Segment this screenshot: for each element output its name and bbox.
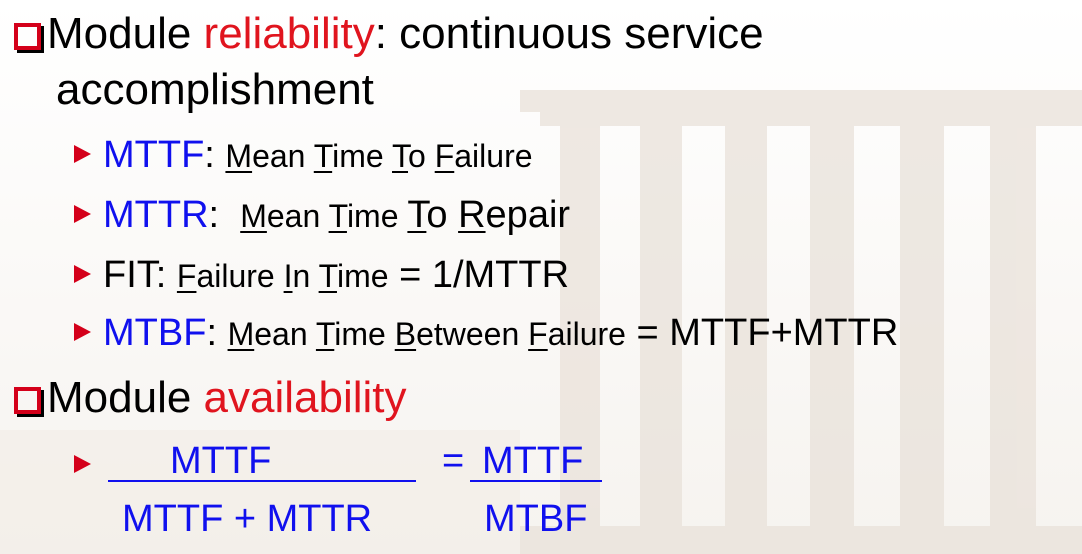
checkbox-bullet-icon	[14, 387, 41, 414]
sub-definition: Mean Time To Repair	[240, 194, 570, 236]
sub-item-fit: FIT: Failure In Time = 1/MTTR	[74, 256, 569, 294]
arrow-bullet-icon	[74, 265, 91, 283]
def-rest: etween	[416, 316, 529, 352]
def-initial: T	[392, 138, 409, 174]
formula-numerator-1: MTTF	[170, 440, 272, 482]
sub-term: MTTR	[103, 194, 209, 236]
def-rest: epair	[485, 194, 571, 236]
sub-item-mttf: MTTF: Mean Time To Failure	[74, 136, 533, 174]
sub-definition: Mean Time Between Failure	[228, 316, 626, 352]
def-initial: F	[434, 138, 455, 174]
arrow-bullet-icon	[74, 455, 91, 473]
formula-denominator-1: MTTF + MTTR	[122, 498, 373, 540]
def-rest: n	[292, 258, 319, 294]
formula-equals: =	[442, 440, 465, 482]
def-initial: T	[318, 258, 337, 294]
def-initial: F	[528, 316, 548, 352]
checkbox-bullet-icon	[14, 23, 41, 50]
reliability-term: reliability	[203, 9, 375, 58]
def-rest: ime	[346, 198, 408, 234]
def-initial: T	[328, 198, 347, 234]
bullet-pre-text: Module	[47, 373, 204, 422]
def-initial: T	[315, 316, 335, 352]
sub-term: MTTF	[103, 134, 205, 176]
def-rest: ailure	[547, 316, 626, 352]
def-initial: T	[407, 194, 427, 236]
arrow-bullet-icon	[74, 205, 91, 223]
formula-numerator-2: MTTF	[482, 440, 584, 482]
def-rest: ime	[334, 316, 395, 352]
sub-colon: :	[208, 194, 241, 236]
fraction-bar-2	[470, 480, 602, 482]
def-rest: ailure	[196, 258, 284, 294]
def-rest: ean	[252, 138, 314, 174]
sub-item-mtbf: MTBF: Mean Time Between Failure = MTTF+M…	[74, 314, 898, 352]
bullet-availability: Module availability	[14, 376, 407, 420]
bullet-continuation: accomplishment	[56, 65, 374, 114]
def-rest: o	[408, 138, 435, 174]
def-initial: M	[225, 138, 253, 174]
sub-colon: :	[155, 254, 177, 296]
def-rest: ean	[266, 198, 329, 234]
arrow-bullet-icon	[74, 323, 91, 341]
sub-suffix: = 1/MTTR	[388, 254, 570, 296]
sub-term: FIT	[103, 254, 156, 296]
def-initial: I	[283, 258, 293, 294]
sub-definition: Mean Time To Failure	[225, 138, 532, 174]
sub-colon: :	[204, 134, 226, 176]
def-initial: M	[240, 198, 267, 234]
def-rest: ime	[332, 138, 393, 174]
fraction-bar-1	[108, 480, 416, 482]
def-initial: T	[313, 138, 333, 174]
sub-term: MTBF	[103, 312, 207, 354]
def-rest: ean	[254, 316, 316, 352]
def-initial: B	[394, 316, 417, 352]
sub-colon: :	[206, 312, 228, 354]
bullet-pre-text: Module	[47, 9, 204, 58]
sub-definition: Failure In Time	[177, 258, 389, 294]
def-rest: ime	[336, 258, 389, 294]
bullet-reliability: Module reliability: continuous service	[14, 12, 764, 56]
formula-denominator-2: MTBF	[484, 498, 588, 540]
def-initial: M	[227, 316, 255, 352]
arrow-bullet-icon	[74, 145, 91, 163]
def-rest: ailure	[454, 138, 533, 174]
sub-item-mttr: MTTR: Mean Time To Repair	[74, 196, 570, 234]
def-initial: F	[176, 258, 197, 294]
def-rest: o	[426, 194, 459, 236]
sub-suffix: = MTTF+MTTR	[625, 312, 899, 354]
def-initial: R	[458, 194, 486, 236]
availability-term: availability	[203, 373, 407, 422]
bullet-post-text: : continuous service	[374, 9, 764, 58]
